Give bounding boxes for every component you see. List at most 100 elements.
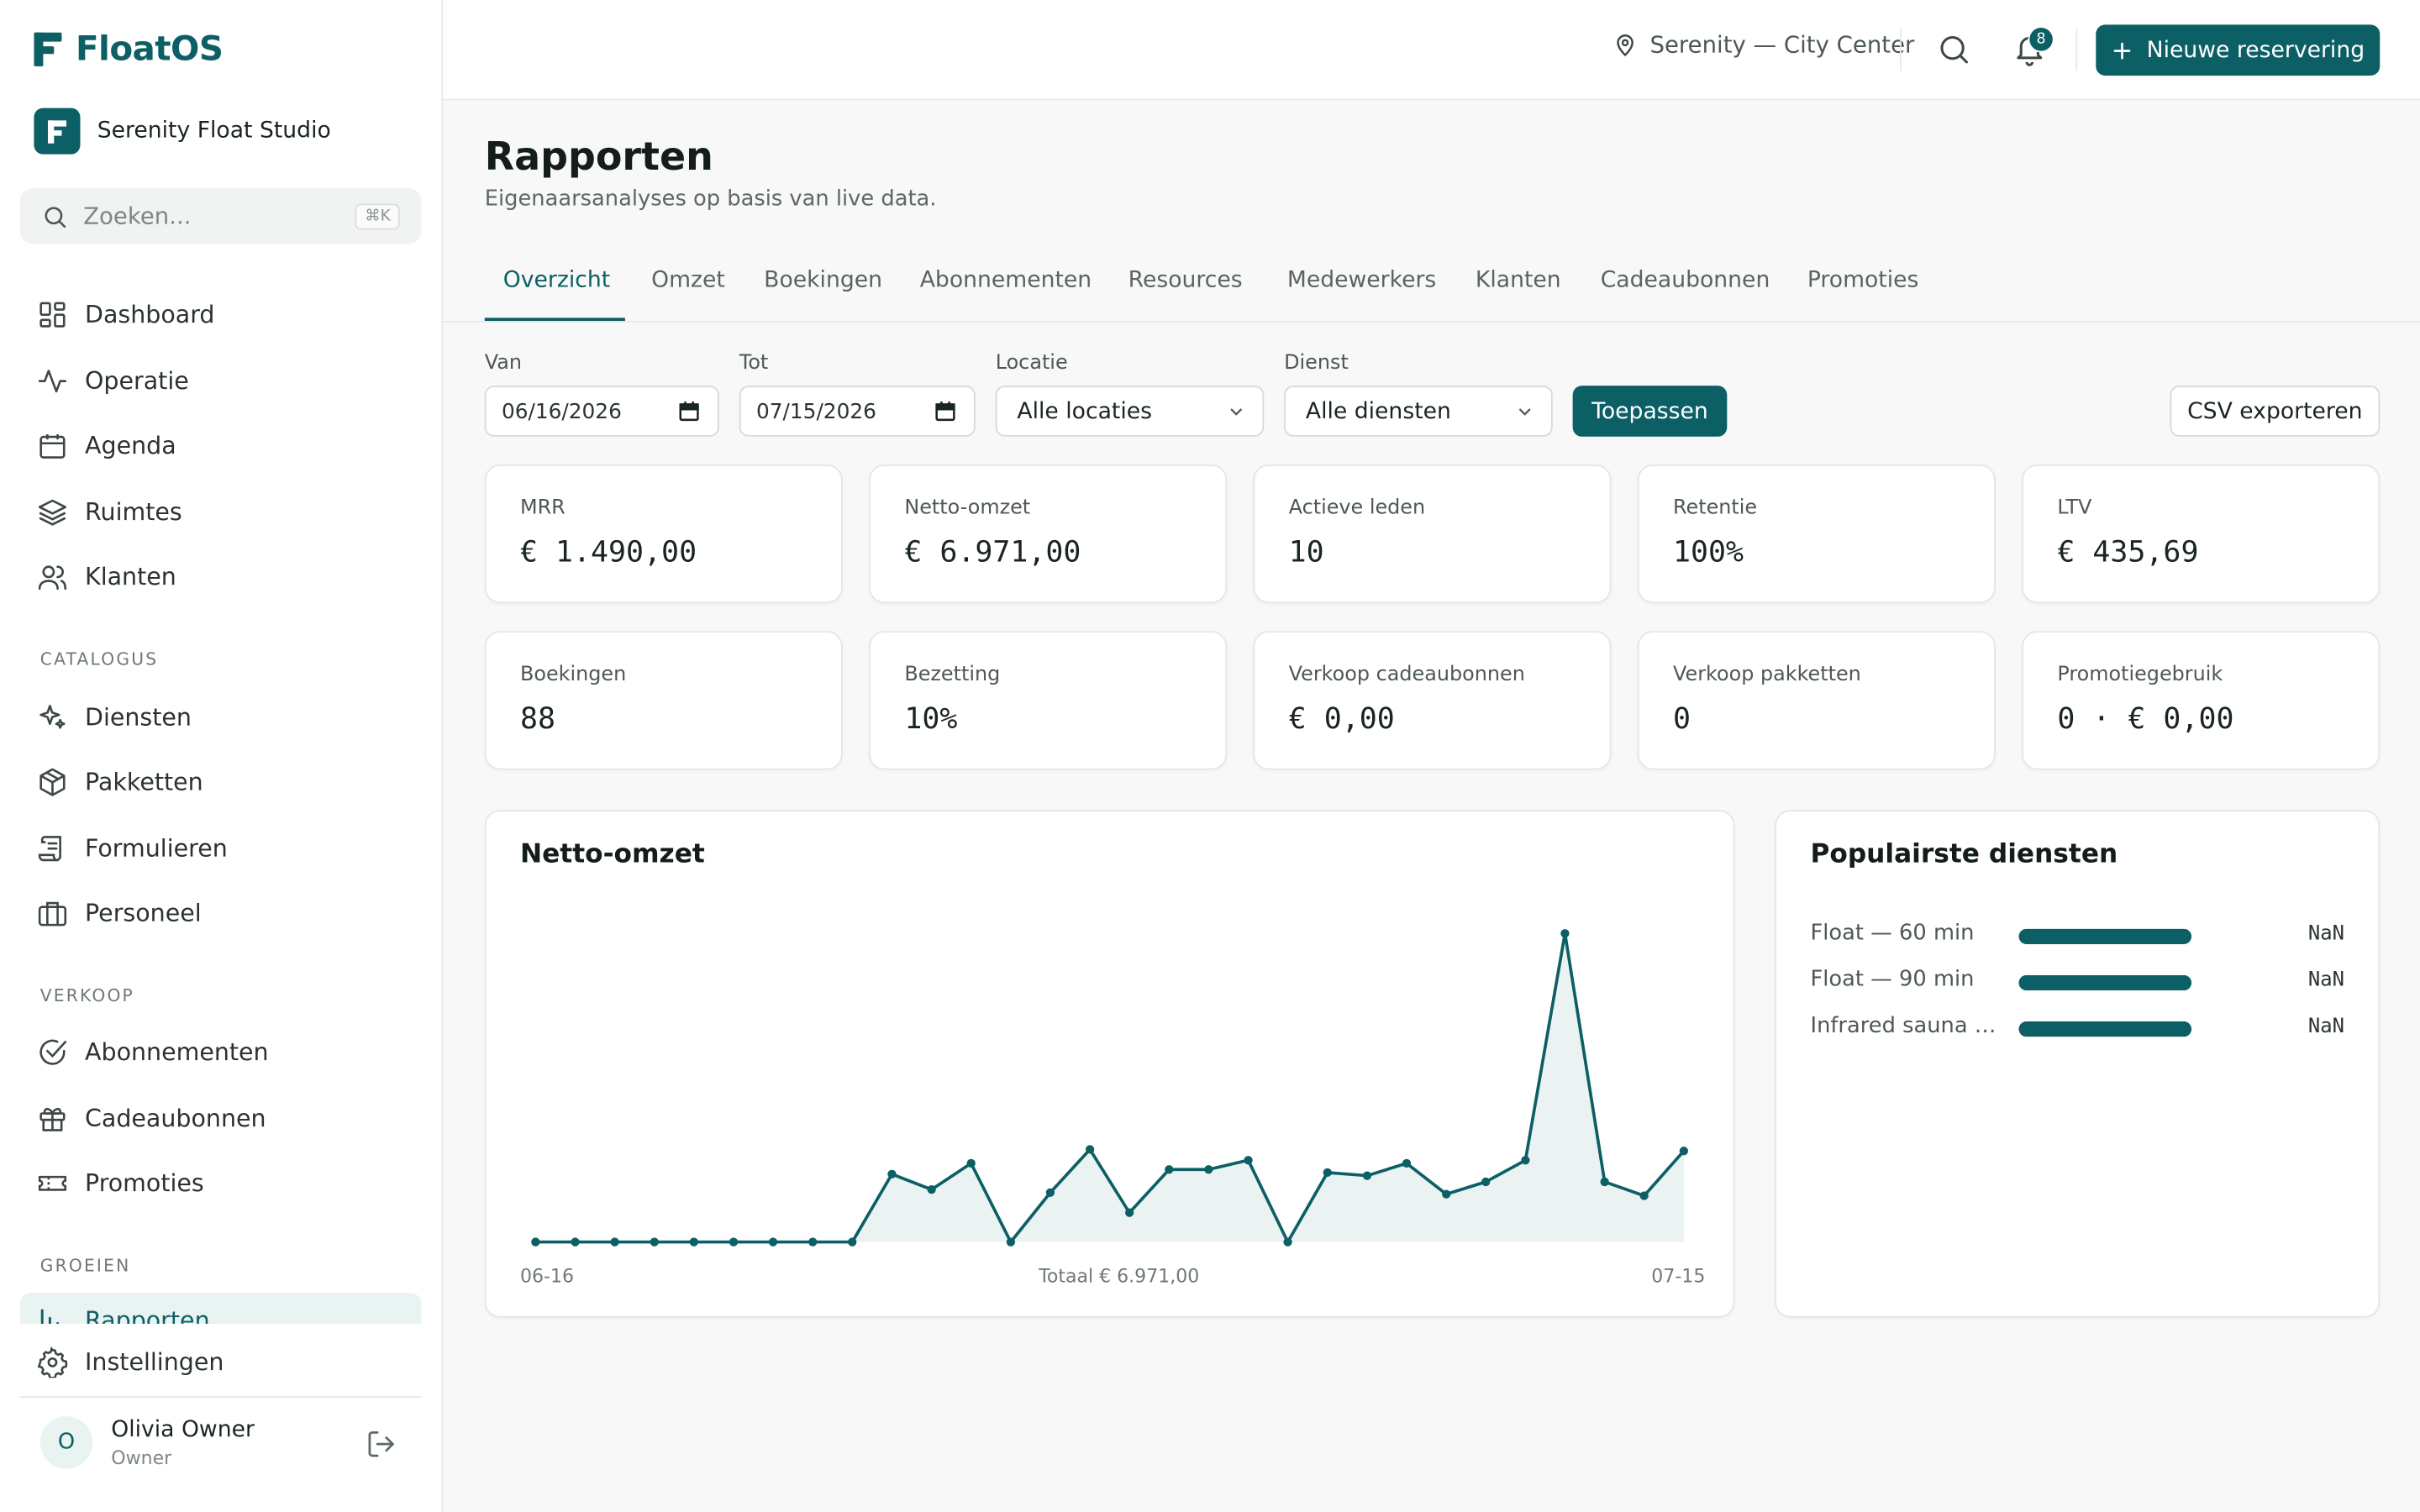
sidebar-item-diensten[interactable]: Diensten [20, 690, 422, 745]
revenue-point-07-15[interactable] [1679, 1147, 1689, 1156]
service-select[interactable]: Alle diensten [1284, 386, 1553, 437]
apply-button[interactable]: Toepassen [1572, 386, 1728, 437]
tab-resources[interactable]: Resources [1128, 268, 1243, 293]
x-axis-start-label: 06-16 [519, 1265, 575, 1287]
sidebar-search[interactable]: Zoeken... ⌘K [19, 188, 422, 244]
briefcase-icon [38, 901, 67, 927]
calendar-icon[interactable] [934, 400, 957, 423]
revenue-point-06-21[interactable] [729, 1237, 739, 1247]
brand[interactable]: FloatOS [34, 26, 224, 72]
sidebar-item-label: Abonnementen [85, 1038, 269, 1067]
kpi-value: 88 [519, 701, 556, 737]
logout-icon[interactable] [366, 1429, 397, 1460]
tab-overzicht[interactable]: Overzicht [502, 268, 611, 293]
tab-promoties[interactable]: Promoties [1807, 268, 1919, 293]
revenue-point-07-10[interactable] [1481, 1177, 1491, 1187]
kpi-card-netto-omzet: Netto-omzet € 6.971,00 [869, 464, 1228, 604]
sidebar-item-label: Formulieren [85, 834, 228, 863]
sidebar-item-ruimtes[interactable]: Ruimtes [20, 485, 422, 540]
sidebar-item-formulieren[interactable]: Formulieren [20, 821, 422, 876]
service-bar-fill [2018, 928, 2192, 945]
page-title: Rapporten [484, 134, 713, 180]
sidebar-item-instellingen[interactable]: Instellingen [20, 1335, 422, 1390]
revenue-point-07-07[interactable] [1362, 1171, 1372, 1180]
revenue-point-06-18[interactable] [610, 1237, 619, 1247]
list-item: Infrared sauna —… NaN [1810, 1014, 2344, 1045]
tab-boekingen[interactable]: Boekingen [764, 268, 883, 293]
sidebar-item-dashboard[interactable]: Dashboard [20, 287, 422, 343]
kpi-value: € 1.490,00 [519, 535, 697, 570]
tab-abonnementen[interactable]: Abonnementen [919, 268, 1092, 293]
search-icon[interactable] [1937, 33, 1970, 66]
revenue-point-07-01[interactable] [1124, 1208, 1134, 1217]
tab-omzet[interactable]: Omzet [651, 268, 725, 293]
revenue-point-07-09[interactable] [1442, 1189, 1451, 1199]
new-reservation-button[interactable]: Nieuwe reservering [2096, 24, 2381, 76]
sidebar-item-pakketten[interactable]: Pakketten [20, 754, 422, 810]
user-profile[interactable]: O Olivia Owner Owner [39, 1416, 255, 1469]
revenue-point-07-11[interactable] [1521, 1156, 1530, 1165]
tab-klanten[interactable]: Klanten [1475, 268, 1561, 293]
user-role: Owner [111, 1446, 172, 1468]
tab-cadeaubonnen[interactable]: Cadeaubonnen [1600, 268, 1770, 293]
revenue-point-06-25[interactable] [887, 1169, 897, 1179]
csv-export-button[interactable]: CSV exporteren [2170, 386, 2381, 437]
sidebar-item-label: Instellingen [85, 1348, 224, 1377]
revenue-point-06-27[interactable] [966, 1158, 976, 1168]
list-item: Float — 60 min NaN [1810, 921, 2344, 953]
search-input[interactable]: Zoeken... [83, 202, 192, 230]
map-pin-icon [1617, 34, 1634, 57]
from-date-input[interactable]: 06/16/2026 [484, 386, 719, 437]
section-label-verkoop: VERKOOP [39, 985, 134, 1006]
revenue-point-06-19[interactable] [650, 1237, 659, 1247]
revenue-point-06-23[interactable] [808, 1237, 818, 1247]
service-value: NaN [2307, 922, 2345, 946]
revenue-point-07-08[interactable] [1402, 1158, 1412, 1168]
revenue-point-07-13[interactable] [1600, 1177, 1609, 1187]
revenue-chart [531, 929, 1689, 1247]
revenue-point-06-22[interactable] [768, 1237, 778, 1247]
revenue-point-07-12[interactable] [1560, 929, 1570, 938]
tab-medewerkers[interactable]: Medewerkers [1286, 268, 1437, 293]
list-item: Float — 90 min NaN [1810, 968, 2344, 999]
sidebar-item-klanten[interactable]: Klanten [20, 549, 422, 605]
revenue-point-06-17[interactable] [571, 1237, 580, 1247]
location-selector[interactable]: Serenity — City Center [1612, 31, 1914, 59]
revenue-point-07-14[interactable] [1639, 1191, 1649, 1200]
dashboard-icon [39, 302, 66, 328]
studio-switcher[interactable]: Serenity Float Studio [34, 108, 331, 155]
sidebar-item-agenda[interactable]: Agenda [20, 418, 422, 474]
revenue-point-06-30[interactable] [1085, 1145, 1095, 1154]
revenue-point-06-26[interactable] [927, 1184, 936, 1194]
notification-badge: 8 [2028, 26, 2054, 53]
from-date-value: 06/16/2026 [501, 398, 622, 424]
sidebar-item-label: Personeel [85, 899, 202, 927]
kpi-label: Verkoop pakketten [1673, 663, 1861, 687]
revenue-point-06-20[interactable] [689, 1237, 698, 1247]
revenue-point-07-04[interactable] [1244, 1156, 1253, 1165]
sidebar-item-personeel[interactable]: Personeel [20, 885, 422, 941]
sidebar-item-promoties[interactable]: Promoties [20, 1156, 422, 1211]
revenue-point-07-05[interactable] [1283, 1237, 1292, 1247]
sidebar-item-abonnementen[interactable]: Abonnementen [20, 1025, 422, 1080]
to-date-input[interactable]: 07/15/2026 [739, 386, 976, 437]
kpi-label: Retentie [1673, 496, 1758, 520]
revenue-point-06-24[interactable] [848, 1237, 857, 1247]
calendar-icon[interactable] [677, 400, 701, 423]
service-bar [2018, 1021, 2192, 1037]
revenue-point-06-28[interactable] [1006, 1237, 1016, 1247]
kpi-value: 100% [1673, 535, 1744, 570]
revenue-point-07-06[interactable] [1323, 1168, 1332, 1178]
topbar: Serenity — City Center 8 Nieuwe reserver… [443, 0, 2420, 101]
location-select[interactable]: Alle locaties [995, 386, 1265, 437]
kpi-value: 0 [1673, 701, 1691, 737]
revenue-point-07-02[interactable] [1165, 1165, 1174, 1174]
revenue-point-07-03[interactable] [1204, 1165, 1213, 1174]
revenue-point-06-29[interactable] [1045, 1188, 1055, 1197]
sparkles-icon [39, 705, 66, 729]
revenue-point-06-16[interactable] [531, 1237, 540, 1247]
sidebar-item-operatie[interactable]: Operatie [20, 354, 422, 409]
kpi-value: 10% [904, 701, 958, 737]
sidebar-item-cadeaubonnen[interactable]: Cadeaubonnen [20, 1091, 422, 1147]
floatos-logo-icon [34, 32, 62, 66]
